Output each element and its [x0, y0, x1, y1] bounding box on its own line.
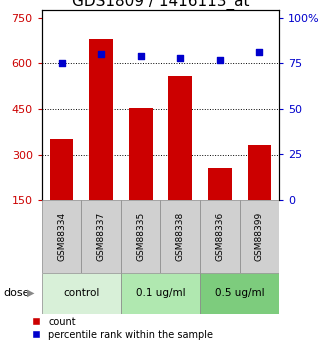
Bar	[240, 200, 279, 273]
Bar	[121, 273, 200, 314]
Point	[178, 55, 183, 61]
Point	[217, 57, 222, 62]
Bar	[200, 273, 279, 314]
Text: GSM88335: GSM88335	[136, 212, 145, 261]
Text: 0.5 ug/ml: 0.5 ug/ml	[215, 288, 265, 298]
Bar	[50, 139, 74, 200]
Bar	[89, 39, 113, 200]
Point	[59, 60, 64, 66]
Point	[257, 50, 262, 55]
Bar	[247, 146, 271, 200]
Text: GSM88337: GSM88337	[97, 212, 106, 261]
Point	[138, 53, 143, 59]
Text: dose: dose	[3, 288, 30, 298]
Bar	[169, 76, 192, 200]
Bar	[121, 200, 160, 273]
Point	[99, 51, 104, 57]
Text: 0.1 ug/ml: 0.1 ug/ml	[136, 288, 185, 298]
Text: GSM88399: GSM88399	[255, 212, 264, 261]
Bar	[81, 200, 121, 273]
Text: ▶: ▶	[27, 288, 35, 298]
Title: GDS1809 / 1416113_at: GDS1809 / 1416113_at	[72, 0, 249, 10]
Bar	[42, 200, 81, 273]
Text: GSM88338: GSM88338	[176, 212, 185, 261]
Text: GSM88334: GSM88334	[57, 212, 66, 261]
Legend: count, percentile rank within the sample: count, percentile rank within the sample	[30, 315, 215, 342]
Bar	[42, 273, 121, 314]
Bar	[208, 168, 232, 200]
Text: control: control	[63, 288, 100, 298]
Bar	[129, 108, 152, 200]
Text: GSM88336: GSM88336	[215, 212, 224, 261]
Bar	[200, 200, 240, 273]
Bar	[160, 200, 200, 273]
